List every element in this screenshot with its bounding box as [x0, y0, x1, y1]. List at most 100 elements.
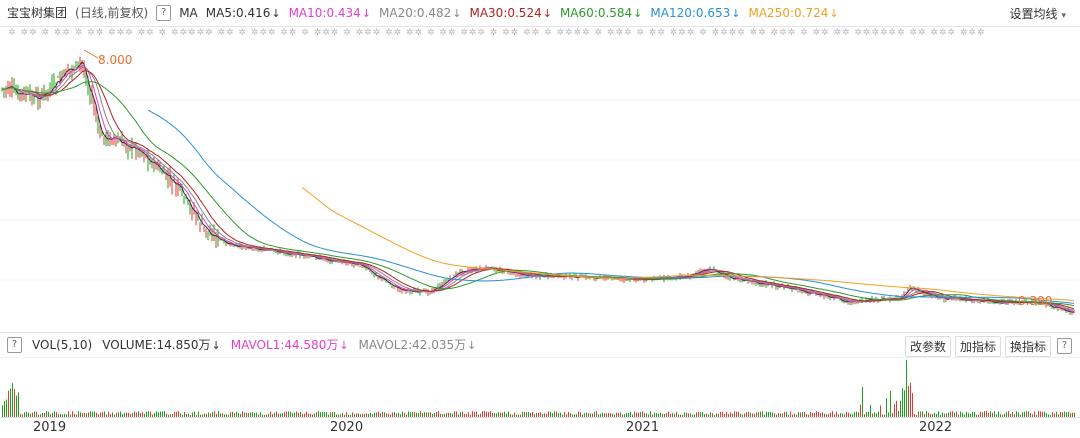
volume-bar: [434, 413, 435, 417]
volume-bar: [1014, 414, 1015, 417]
event-markers-row[interactable]: ✲ ✲✲ ✲ ✲✲ ✲ ✲✲ ✲✲✲ ✲✲ ✲ ✲✲✲✲✲ ✲✲ ✲ ✲✲✲ ✲…: [8, 28, 986, 38]
arrow-down-icon: ↓: [271, 6, 281, 20]
volume-bar: [420, 411, 421, 417]
add-indicator-button[interactable]: 加指标: [954, 336, 1001, 357]
price-chart[interactable]: 8.000 0.390: [0, 40, 1080, 330]
volume-bar: [210, 413, 211, 417]
volume-bar: [152, 414, 153, 417]
volume-bar: [788, 414, 789, 417]
volume-bar: [690, 413, 691, 417]
volume-bar: [168, 414, 169, 417]
volume-bar: [660, 412, 661, 417]
ma-indicator: MA20:0.482↓: [379, 5, 462, 20]
volume-bar: [840, 413, 841, 417]
volume-bar: [950, 411, 951, 417]
year-label: 2020: [330, 420, 364, 435]
volume-bar: [960, 411, 961, 417]
volume-bar: [810, 412, 811, 417]
volume-bar: [768, 412, 769, 417]
volume-bar: [742, 414, 743, 417]
volume-bar: [602, 412, 603, 417]
volume-bar: [94, 411, 95, 417]
volume-bar: [676, 411, 677, 417]
volume-bar: [470, 414, 471, 417]
year-label: 2022: [919, 420, 953, 435]
volume-bar: [250, 412, 251, 417]
volume-bar: [1064, 411, 1065, 417]
chart-mode: (日线,前复权): [75, 6, 149, 20]
ma-help-icon[interactable]: ?: [156, 4, 172, 21]
change-params-button[interactable]: 改参数: [904, 336, 951, 357]
volume-bar: [576, 414, 577, 417]
volume-bar: [882, 414, 883, 417]
volume-bar: [188, 413, 189, 417]
switch-indicator-button[interactable]: 换指标: [1004, 336, 1051, 357]
volume-bar: [662, 413, 663, 417]
volume-bar: [588, 413, 589, 417]
volume-bar: [1008, 411, 1009, 417]
volume-bar: [886, 398, 887, 417]
volume-bar: [298, 412, 299, 417]
arrow-down-icon: ↓: [339, 339, 349, 352]
volume-bar: [394, 412, 395, 417]
volume-bar: [256, 412, 257, 417]
volume-bar: [16, 395, 17, 417]
arrow-down-icon: ↓: [467, 339, 477, 352]
volume-bar: [454, 411, 455, 417]
volume-bar: [194, 411, 195, 417]
volume-bar: [628, 413, 629, 417]
volume-chart[interactable]: [0, 357, 1080, 417]
volume-bar: [48, 411, 49, 417]
volume-bar: [646, 413, 647, 417]
volume-bar: [826, 414, 827, 417]
volume-bar: [464, 413, 465, 417]
volume-bar: [214, 411, 215, 417]
volume-bar: [170, 414, 171, 417]
volume-bar: [142, 412, 143, 417]
volume-bar: [418, 412, 419, 417]
volume-bar: [290, 411, 291, 417]
volume-bar: [986, 411, 987, 417]
volume-bar: [538, 412, 539, 417]
volume-bar: [136, 412, 137, 417]
volume-bar: [582, 414, 583, 417]
volume-bar: [874, 412, 875, 417]
volume-bar: [860, 404, 861, 417]
volume-bar: [760, 411, 761, 417]
volume-bar: [978, 414, 979, 417]
volume-bar: [412, 412, 413, 417]
volume-bar: [530, 412, 531, 417]
volume-bar: [502, 412, 503, 417]
volume-bar: [930, 414, 931, 417]
volume-bar: [400, 414, 401, 417]
volume-bar: [18, 392, 19, 417]
volume-bar: [984, 411, 985, 417]
ma-settings-button[interactable]: 设置均线 ▾: [1009, 5, 1066, 22]
volume-bar: [972, 411, 973, 417]
volume-bar: [488, 412, 489, 417]
vol-help-icon[interactable]: ?: [7, 336, 22, 353]
volume-bar: [104, 411, 105, 417]
volume-bar: [870, 404, 871, 417]
volume-bar: [366, 413, 367, 417]
volume-bar: [610, 413, 611, 417]
volume-bar: [448, 412, 449, 417]
volume-bar: [498, 412, 499, 417]
ma-line: [2, 70, 1075, 310]
volume-bar: [156, 411, 157, 417]
volume-bar: [86, 413, 87, 417]
volume-bar: [456, 411, 457, 417]
volume-bar: [888, 412, 889, 417]
volume-bar: [10, 388, 11, 417]
volume-bar: [694, 414, 695, 417]
volume-bar: [370, 412, 371, 417]
volume-bar: [406, 414, 407, 417]
volume-value: VOLUME:14.850万↓: [102, 338, 221, 352]
volume-bar: [474, 412, 475, 417]
volume-bar: [712, 413, 713, 417]
volume-bar: [432, 414, 433, 417]
vol-close-icon[interactable]: ?: [1057, 338, 1072, 354]
volume-bar: [60, 413, 61, 417]
volume-indicator-bar: ? VOL(5,10) VOLUME:14.850万↓ MAVOL1:44.58…: [0, 332, 1080, 358]
volume-bar: [176, 411, 177, 417]
